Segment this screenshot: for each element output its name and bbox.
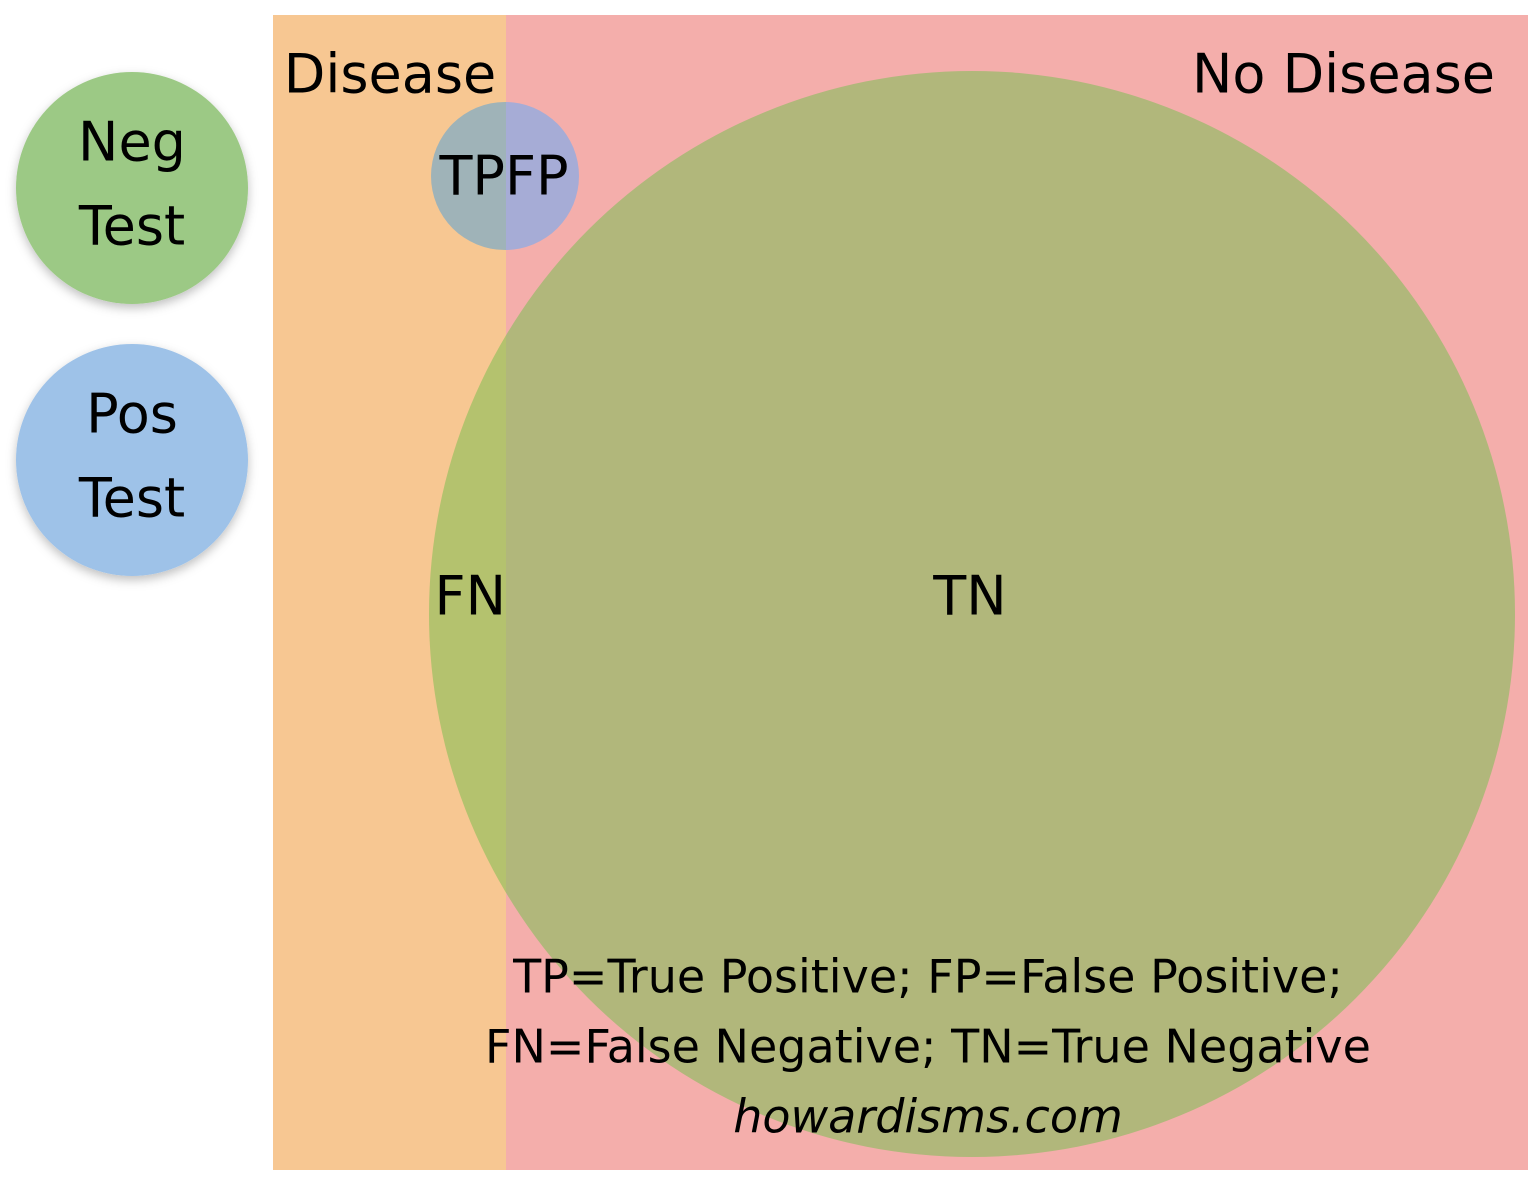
negative-circle	[429, 71, 1515, 1157]
cell-label: FN	[435, 565, 506, 628]
footnote: FN=False Negative; TN=True Negative	[485, 1020, 1371, 1074]
cell-label: FP	[505, 145, 569, 208]
region-label: No Disease	[1192, 43, 1495, 106]
legend-neg: Neg Test	[16, 72, 248, 304]
fn-area	[429, 335, 506, 893]
footnote: TP=True Positive; FP=False Positive;	[512, 950, 1343, 1004]
tn-area	[506, 71, 1515, 1157]
legend-swatch	[16, 344, 248, 576]
legend-label: Test	[78, 195, 185, 258]
tp-area	[431, 102, 506, 250]
legend-pos: Pos Test	[16, 344, 248, 576]
footnote: howardisms.com	[733, 1090, 1123, 1144]
positive-circle	[431, 102, 579, 250]
legend-swatch	[16, 72, 248, 304]
legend-label: Test	[78, 467, 185, 530]
cell-label: TP	[438, 145, 505, 208]
legend-label: Pos	[86, 383, 178, 446]
fp-area	[506, 102, 579, 250]
legend-label: Neg	[78, 111, 186, 174]
region-label: Disease	[284, 43, 496, 106]
cell-label: TN	[932, 565, 1006, 628]
